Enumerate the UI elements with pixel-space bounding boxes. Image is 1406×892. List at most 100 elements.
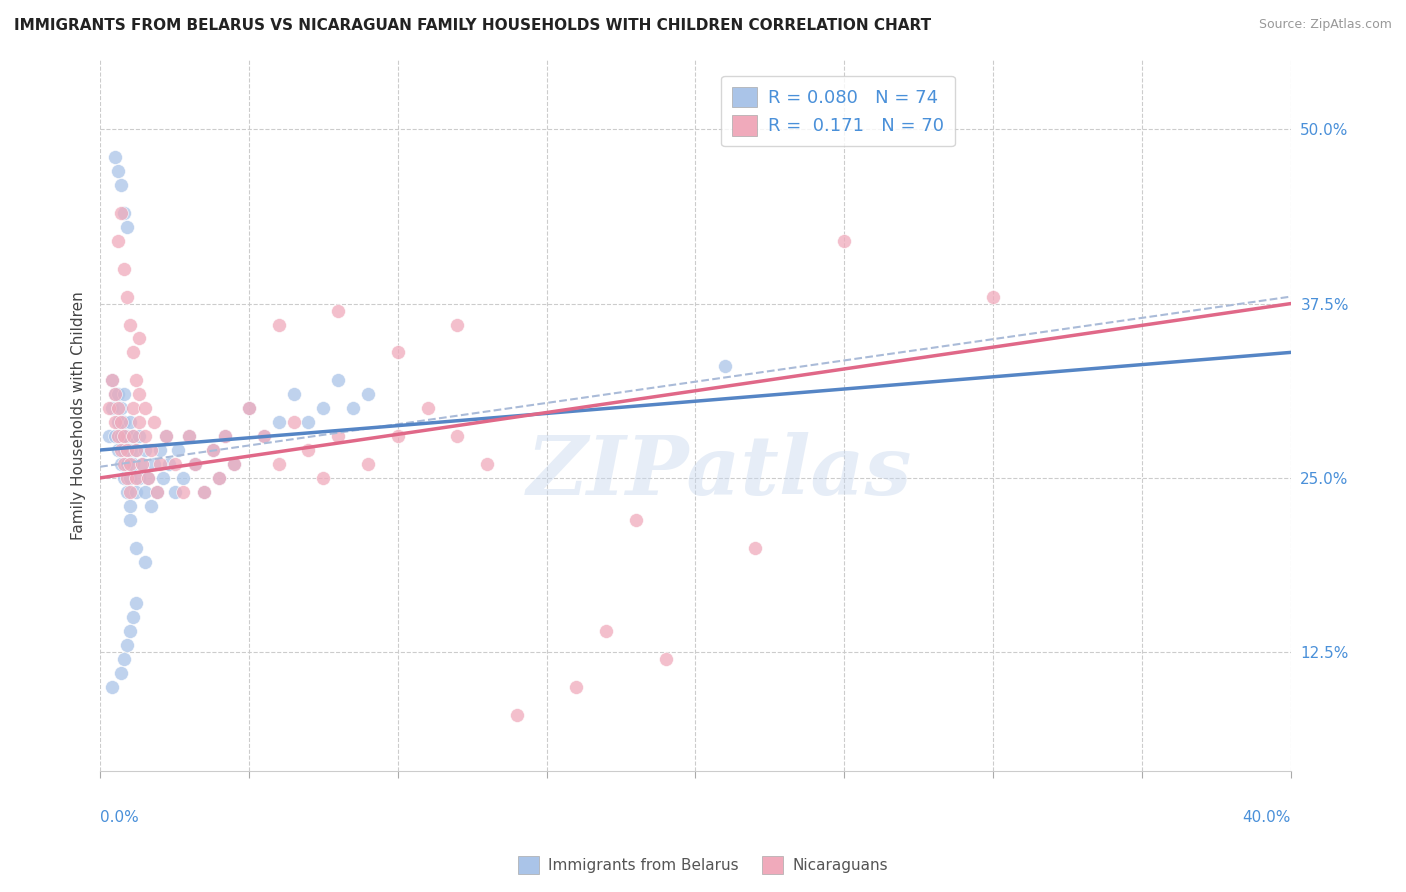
Point — [172, 484, 194, 499]
Point — [145, 484, 167, 499]
Point — [118, 484, 141, 499]
Point — [115, 442, 138, 457]
Point — [179, 429, 201, 443]
Point — [139, 499, 162, 513]
Point — [104, 150, 127, 164]
Text: 40.0%: 40.0% — [1243, 810, 1291, 825]
Point — [134, 484, 156, 499]
Point — [297, 415, 319, 429]
Point — [125, 442, 148, 457]
Point — [110, 415, 132, 429]
Point — [193, 484, 215, 499]
Point — [163, 457, 186, 471]
Point — [267, 415, 290, 429]
Point — [214, 429, 236, 443]
Point — [121, 401, 143, 416]
Point — [238, 401, 260, 416]
Point — [152, 471, 174, 485]
Point — [328, 429, 350, 443]
Point — [115, 457, 138, 471]
Point — [387, 429, 409, 443]
Point — [654, 652, 676, 666]
Point — [387, 345, 409, 359]
Point — [107, 442, 129, 457]
Point — [118, 471, 141, 485]
Point — [328, 303, 350, 318]
Point — [136, 471, 159, 485]
Point — [125, 442, 148, 457]
Point — [222, 457, 245, 471]
Point — [110, 457, 132, 471]
Point — [115, 290, 138, 304]
Point — [134, 442, 156, 457]
Point — [157, 457, 180, 471]
Point — [149, 442, 172, 457]
Point — [446, 429, 468, 443]
Point — [115, 429, 138, 443]
Point — [118, 513, 141, 527]
Point — [121, 429, 143, 443]
Point — [184, 457, 207, 471]
Point — [832, 234, 855, 248]
Point — [128, 429, 150, 443]
Point — [115, 471, 138, 485]
Point — [112, 429, 135, 443]
Point — [118, 499, 141, 513]
Point — [624, 513, 647, 527]
Point — [101, 680, 124, 694]
Point — [142, 415, 165, 429]
Point — [112, 387, 135, 401]
Point — [112, 471, 135, 485]
Point — [283, 415, 305, 429]
Point — [118, 318, 141, 332]
Point — [112, 206, 135, 220]
Text: ZIPatlas: ZIPatlas — [526, 432, 912, 512]
Point — [145, 484, 167, 499]
Point — [101, 373, 124, 387]
Point — [128, 471, 150, 485]
Point — [104, 387, 127, 401]
Point — [107, 387, 129, 401]
Point — [104, 415, 127, 429]
Point — [128, 415, 150, 429]
Point — [565, 680, 588, 694]
Point — [110, 666, 132, 681]
Point — [112, 415, 135, 429]
Legend: R = 0.080   N = 74, R =  0.171   N = 70: R = 0.080 N = 74, R = 0.171 N = 70 — [721, 76, 955, 146]
Point — [134, 401, 156, 416]
Point — [118, 442, 141, 457]
Point — [118, 457, 141, 471]
Point — [118, 624, 141, 639]
Point — [107, 164, 129, 178]
Point — [202, 442, 225, 457]
Point — [446, 318, 468, 332]
Point — [714, 359, 737, 374]
Point — [202, 442, 225, 457]
Text: Source: ZipAtlas.com: Source: ZipAtlas.com — [1258, 18, 1392, 31]
Point — [121, 610, 143, 624]
Point — [131, 457, 153, 471]
Point — [118, 415, 141, 429]
Point — [112, 652, 135, 666]
Point — [184, 457, 207, 471]
Point — [121, 429, 143, 443]
Point — [155, 429, 177, 443]
Point — [128, 331, 150, 345]
Point — [267, 457, 290, 471]
Point — [179, 429, 201, 443]
Point — [139, 442, 162, 457]
Point — [134, 429, 156, 443]
Point — [98, 429, 121, 443]
Point — [253, 429, 276, 443]
Point — [110, 442, 132, 457]
Point — [475, 457, 498, 471]
Point — [115, 219, 138, 234]
Point — [238, 401, 260, 416]
Point — [107, 234, 129, 248]
Point — [163, 484, 186, 499]
Point — [98, 401, 121, 416]
Point — [101, 401, 124, 416]
Point — [222, 457, 245, 471]
Point — [136, 471, 159, 485]
Point — [312, 401, 335, 416]
